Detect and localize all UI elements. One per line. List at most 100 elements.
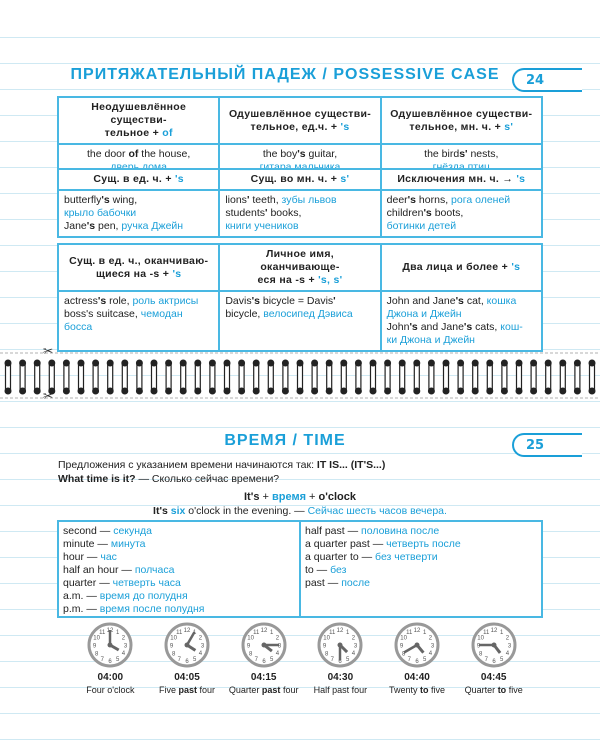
- svg-text:10: 10: [170, 636, 177, 642]
- spiral-ring: [34, 362, 41, 392]
- text-segment: past: [178, 685, 198, 695]
- svg-text:3: 3: [124, 644, 128, 650]
- svg-text:7: 7: [331, 657, 335, 663]
- ring-hole: [179, 387, 187, 395]
- spiral-ring: [194, 362, 201, 392]
- ring-hole: [340, 359, 348, 367]
- russian-translation: без четверти: [375, 551, 438, 563]
- svg-text:12: 12: [260, 628, 267, 634]
- text-segment: o'clock in the evening. —: [185, 505, 308, 517]
- text-segment: four: [197, 685, 216, 695]
- text-segment: What time is it?: [58, 473, 136, 485]
- ring-hole: [500, 359, 508, 367]
- text-segment: 's: [423, 207, 432, 219]
- svg-text:6: 6: [492, 659, 496, 665]
- vocab-item: half past — половина после: [305, 525, 537, 538]
- svg-text:4: 4: [122, 651, 126, 657]
- ring-hole: [4, 359, 12, 367]
- text-segment: ботинки детей: [386, 220, 457, 232]
- ring-hole: [442, 359, 450, 367]
- clock-item: 1 2 3 4 5 6 7 8 9 10 11 12 04:45 Quarter to five: [455, 622, 532, 696]
- text-segment: the bird: [424, 148, 460, 160]
- text-segment: 's: [455, 295, 464, 307]
- text-segment: of: [162, 127, 173, 139]
- ring-hole: [121, 387, 129, 395]
- russian-translation: четверть после: [386, 538, 461, 550]
- text-segment: 's: [172, 267, 182, 280]
- vocab-item: past — после: [305, 577, 537, 590]
- svg-text:1: 1: [500, 630, 504, 636]
- ring-hole: [413, 359, 421, 367]
- ring-hole: [369, 359, 377, 367]
- ring-hole: [165, 387, 173, 395]
- vocab-right: half past — половина после a quarter past…: [299, 522, 541, 616]
- svg-text:11: 11: [176, 630, 183, 636]
- spiral-ring: [442, 362, 450, 392]
- table-cell: deer's horns, рога оленей children's boo…: [379, 189, 544, 238]
- english-term: minute: [63, 538, 95, 550]
- ring-hole: [354, 359, 362, 367]
- spiral-ring: [472, 362, 479, 392]
- ring-hole: [486, 359, 494, 367]
- possessive-table-2: Сущ. в ед. ч. + 's Сущ. во мн. ч. + s' Иск…: [56, 168, 544, 238]
- spiral-ring: [4, 362, 12, 392]
- text-segment: the house,: [141, 148, 191, 160]
- dash: —: [96, 577, 113, 589]
- text-segment: butterfly: [64, 194, 102, 206]
- column-header: Сущ. в ед. ч., оканчиваю- щиеся на -s + …: [56, 243, 221, 292]
- clock-caption: Five past four: [149, 684, 226, 696]
- text-segment: five: [506, 685, 523, 695]
- ring-hole: [296, 387, 304, 395]
- clock-time: 04:40: [404, 672, 430, 683]
- spiral-ring: [165, 362, 172, 392]
- ring-hole: [19, 359, 27, 367]
- clock-caption: Four o'clock: [72, 684, 149, 696]
- spiral-ring: [223, 362, 231, 392]
- spiral-ring: [48, 362, 55, 392]
- svg-text:8: 8: [249, 651, 253, 657]
- svg-text:12: 12: [184, 628, 191, 634]
- text-segment: чемодан босса: [64, 308, 183, 333]
- text-segment: Одушевлённое существи- тельное, мн. ч. +: [390, 107, 533, 133]
- text-segment: — Сколько сейчас времени?: [135, 473, 280, 485]
- svg-text:3: 3: [278, 644, 282, 650]
- spiral-ring: [574, 362, 581, 392]
- svg-text:10: 10: [400, 636, 407, 642]
- text-segment: ': [246, 194, 250, 206]
- svg-text:11: 11: [253, 630, 260, 636]
- svg-text:3: 3: [201, 644, 205, 650]
- text-segment: IT IS... (IT'S...): [316, 459, 386, 471]
- ring-hole: [77, 387, 85, 395]
- ring-hole: [19, 387, 27, 395]
- spiral-ring: [486, 362, 493, 392]
- text-segment: +: [306, 491, 319, 503]
- dash: —: [369, 538, 387, 550]
- text-segment: John: [386, 321, 410, 333]
- text-segment: pen,: [95, 220, 122, 232]
- text-segment: Half past four: [313, 685, 368, 695]
- text-segment: five: [428, 685, 446, 695]
- text-segment: Сущ. во мн. ч. +: [250, 173, 341, 185]
- column-header: Неодушевлённое существи- тельное + of: [56, 96, 221, 145]
- svg-text:10: 10: [247, 636, 254, 642]
- ring-hole: [471, 387, 479, 395]
- text-segment: John and Jane: [386, 295, 456, 307]
- column-header: Сущ. во мн. ч. + s': [218, 168, 382, 191]
- ring-hole: [106, 387, 114, 395]
- ring-hole: [267, 359, 275, 367]
- dash: —: [96, 525, 114, 537]
- ring-hole: [486, 387, 494, 395]
- text-segment: 's: [409, 321, 418, 333]
- clock-item: 1 2 3 4 5 6 7 8 9 10 11 12 04:15 Quarter past four: [225, 622, 302, 696]
- column-header: Одушевлённое существи- тельное, ед.ч. + …: [218, 96, 382, 145]
- ring-hole: [33, 359, 41, 367]
- svg-text:9: 9: [93, 644, 97, 650]
- svg-text:3: 3: [354, 644, 358, 650]
- ring-hole: [559, 387, 567, 395]
- svg-text:11: 11: [483, 630, 490, 636]
- svg-text:3: 3: [431, 644, 435, 650]
- clock-caption: Twenty to five: [379, 684, 456, 696]
- spiral-ring: [588, 362, 596, 392]
- ring-hole: [77, 359, 85, 367]
